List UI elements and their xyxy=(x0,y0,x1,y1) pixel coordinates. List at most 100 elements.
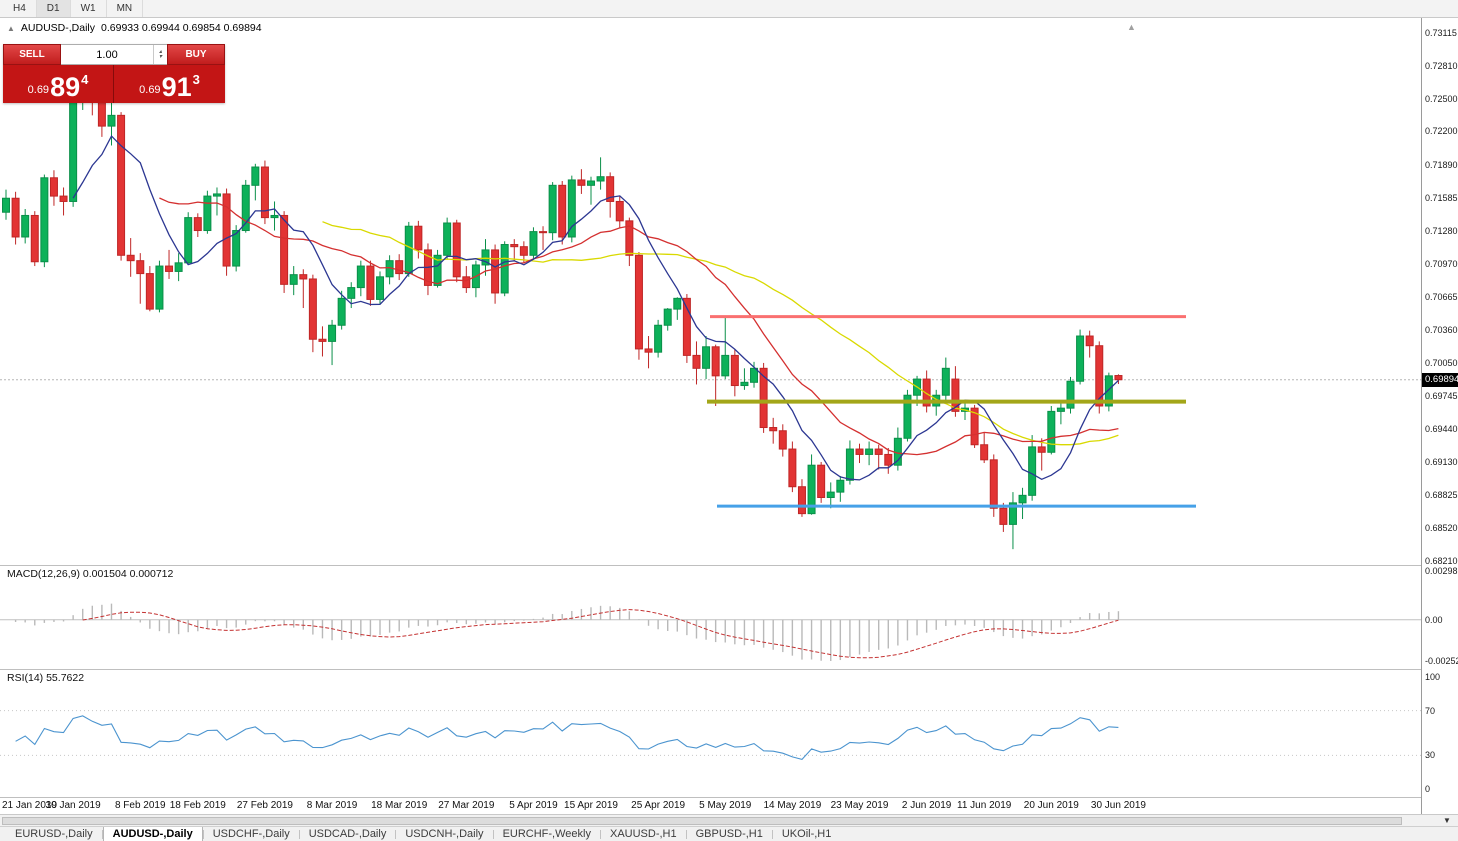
time-axis-label: 21 Jan 2019 xyxy=(2,800,58,811)
buy-price-point: 3 xyxy=(192,72,200,87)
time-axis-label: 5 Apr 2019 xyxy=(509,800,558,811)
price-axis[interactable]: 0.69894 0.73115 0.72810 0.72500 0.72200 0.71… xyxy=(1421,18,1458,814)
price-axis-label: 0.70970 xyxy=(1425,258,1458,269)
tab-separator xyxy=(492,829,494,839)
volume-field[interactable]: 1.00 ▴ ▾ xyxy=(61,44,167,65)
time-axis-label: 5 May 2019 xyxy=(699,800,752,811)
volume-down-icon[interactable]: ▾ xyxy=(158,53,162,60)
tab-usdcad-daily[interactable]: USDCAD-,Daily xyxy=(308,828,387,840)
horizontal-scrollbar[interactable]: ▼ xyxy=(0,814,1458,826)
rsi-panel[interactable]: RSI(14) 55.7622 xyxy=(0,669,1421,797)
rsi-axis-label: 30 xyxy=(1425,750,1436,761)
time-axis-label: 18 Feb 2019 xyxy=(169,800,226,811)
one-click-collapse-icon[interactable]: ▲ xyxy=(7,23,15,33)
rsi-axis-label: 70 xyxy=(1425,705,1436,716)
time-axis-label: 25 Apr 2019 xyxy=(631,800,686,811)
candlestick-chart[interactable] xyxy=(0,18,1421,565)
timeframe-button-d1[interactable]: D1 xyxy=(36,0,71,17)
one-click-top-row: SELL 1.00 ▴ ▾ BUY xyxy=(3,44,225,65)
price-axis-label: 0.68210 xyxy=(1425,556,1458,566)
time-axis-label: 20 Jun 2019 xyxy=(1023,800,1079,811)
time-axis-label: 14 May 2019 xyxy=(763,800,822,811)
price-axis-label: 0.69440 xyxy=(1425,423,1458,434)
time-axis-label: 30 Jun 2019 xyxy=(1090,800,1146,811)
tab-gbpusd-h1[interactable]: GBPUSD-,H1 xyxy=(695,828,763,840)
scrollbar-thumb[interactable] xyxy=(2,817,1402,825)
tab-usdcnh-daily[interactable]: USDCNH-,Daily xyxy=(405,828,484,840)
main-chart-panel[interactable]: ▲ AUDUSD-,Daily 0.69933 0.69944 0.69854 … xyxy=(0,18,1421,565)
price-axis-label: 0.70050 xyxy=(1425,357,1458,368)
rsi-axis-label: 100 xyxy=(1425,672,1441,682)
time-axis-label: 15 Apr 2019 xyxy=(564,800,618,811)
panel-separator[interactable] xyxy=(0,565,1458,566)
buy-price-prefix: 0.69 xyxy=(139,84,161,96)
macd-header: MACD(12,26,9) 0.001504 0.000712 xyxy=(7,568,174,580)
timeframe-toolbar: H4 D1 W1 MN xyxy=(0,0,1458,18)
price-axis-label: 0.72500 xyxy=(1425,94,1458,105)
timeframe-button-mn[interactable]: MN xyxy=(107,0,144,17)
tab-ukoil-h1[interactable]: UKOil-,H1 xyxy=(781,828,832,840)
panel-separator xyxy=(0,797,1458,798)
buy-button[interactable]: BUY xyxy=(167,44,225,65)
sell-price-prefix: 0.69 xyxy=(27,84,50,96)
volume-spinner[interactable]: ▴ ▾ xyxy=(153,45,167,64)
chart-symbol-label: AUDUSD-,Daily xyxy=(20,22,96,34)
price-axis-label: 0.71890 xyxy=(1425,159,1458,170)
chart-tab-bar: EURUSD-,Daily AUDUSD-,Daily USDCHF-,Daily U… xyxy=(0,826,1458,841)
price-axis-label: 0.72810 xyxy=(1425,60,1458,71)
time-axis-label: 2 Jun 2019 xyxy=(901,800,952,811)
time-axis-label: 18 Mar 2019 xyxy=(371,800,428,811)
macd-panel[interactable]: MACD(12,26,9) 0.001504 0.000712 xyxy=(0,565,1421,669)
time-axis-label: 8 Feb 2019 xyxy=(114,800,166,811)
volume-up-icon[interactable]: ▴ xyxy=(158,48,162,55)
tab-eurusd-daily[interactable]: EURUSD-,Daily xyxy=(15,828,93,840)
timeframe-button-h4[interactable]: H4 xyxy=(3,0,37,17)
price-axis-label: 0.68825 xyxy=(1425,489,1458,500)
current-price-tag: 0.69894 xyxy=(1422,372,1458,387)
panel-separator[interactable] xyxy=(0,669,1458,670)
scroll-to-end-icon[interactable]: ▼ xyxy=(1443,816,1451,825)
price-axis-label: 0.68520 xyxy=(1425,522,1458,533)
chart-ohlc-values: 0.69933 0.69944 0.69854 0.69894 xyxy=(101,22,262,34)
rsi-header: RSI(14) 55.7622 xyxy=(7,672,85,684)
tab-separator xyxy=(685,829,687,839)
tab-separator xyxy=(395,829,397,839)
tab-separator xyxy=(202,829,204,839)
one-click-trading-panel: SELL 1.00 ▴ ▾ BUY 0.69 89 4 0.69 91 3 xyxy=(3,44,225,103)
tab-separator xyxy=(298,829,300,839)
timeframe-button-w1[interactable]: W1 xyxy=(71,0,107,17)
tab-separator xyxy=(771,829,773,839)
volume-value[interactable]: 1.00 xyxy=(96,48,118,61)
sell-price-display[interactable]: 0.69 89 4 xyxy=(3,65,114,103)
macd-chart[interactable] xyxy=(0,565,1421,669)
tab-xauusd-h1[interactable]: XAUUSD-,H1 xyxy=(609,828,677,840)
time-axis-label: 11 Jun 2019 xyxy=(957,800,1012,811)
chart-shift-marker[interactable]: ▲ xyxy=(1127,22,1136,32)
time-axis-label: 8 Mar 2019 xyxy=(306,800,358,811)
chart-ohlc-header: ▲ AUDUSD-,Daily 0.69933 0.69944 0.69854 … xyxy=(7,22,262,34)
time-axis-label: 27 Feb 2019 xyxy=(236,800,294,811)
time-axis[interactable]: 21 Jan 2019 30 Jan 2019 8 Feb 2019 18 Feb 2… xyxy=(0,797,1458,814)
time-axis-label: 27 Mar 2019 xyxy=(438,800,495,811)
sell-price-point: 4 xyxy=(81,72,89,87)
tab-audusd-daily[interactable]: AUDUSD-,Daily xyxy=(102,827,203,841)
one-click-price-row: 0.69 89 4 0.69 91 3 xyxy=(3,65,225,103)
time-axis-label: 23 May 2019 xyxy=(830,800,889,811)
tab-usdchf-daily[interactable]: USDCHF-,Daily xyxy=(212,828,290,840)
price-axis-label: 0.72200 xyxy=(1425,126,1458,137)
price-axis-label: 0.70360 xyxy=(1425,324,1458,335)
time-axis-label: 30 Jan 2019 xyxy=(45,800,101,811)
tab-separator xyxy=(101,829,103,839)
tab-separator xyxy=(599,829,601,839)
sell-button[interactable]: SELL xyxy=(3,44,61,65)
sell-price-pips: 89 xyxy=(50,72,81,102)
macd-axis-label: -0.00252 xyxy=(1425,656,1458,666)
rsi-chart[interactable] xyxy=(0,669,1421,797)
price-axis-label: 0.71280 xyxy=(1425,225,1458,236)
macd-axis-label: 0.00298 xyxy=(1425,566,1458,576)
buy-price-display[interactable]: 0.69 91 3 xyxy=(114,65,225,103)
rsi-axis-label: 0 xyxy=(1425,784,1431,794)
buy-price-pips: 91 xyxy=(161,72,192,102)
tab-eurchf-weekly[interactable]: EURCHF-,Weekly xyxy=(502,828,591,840)
